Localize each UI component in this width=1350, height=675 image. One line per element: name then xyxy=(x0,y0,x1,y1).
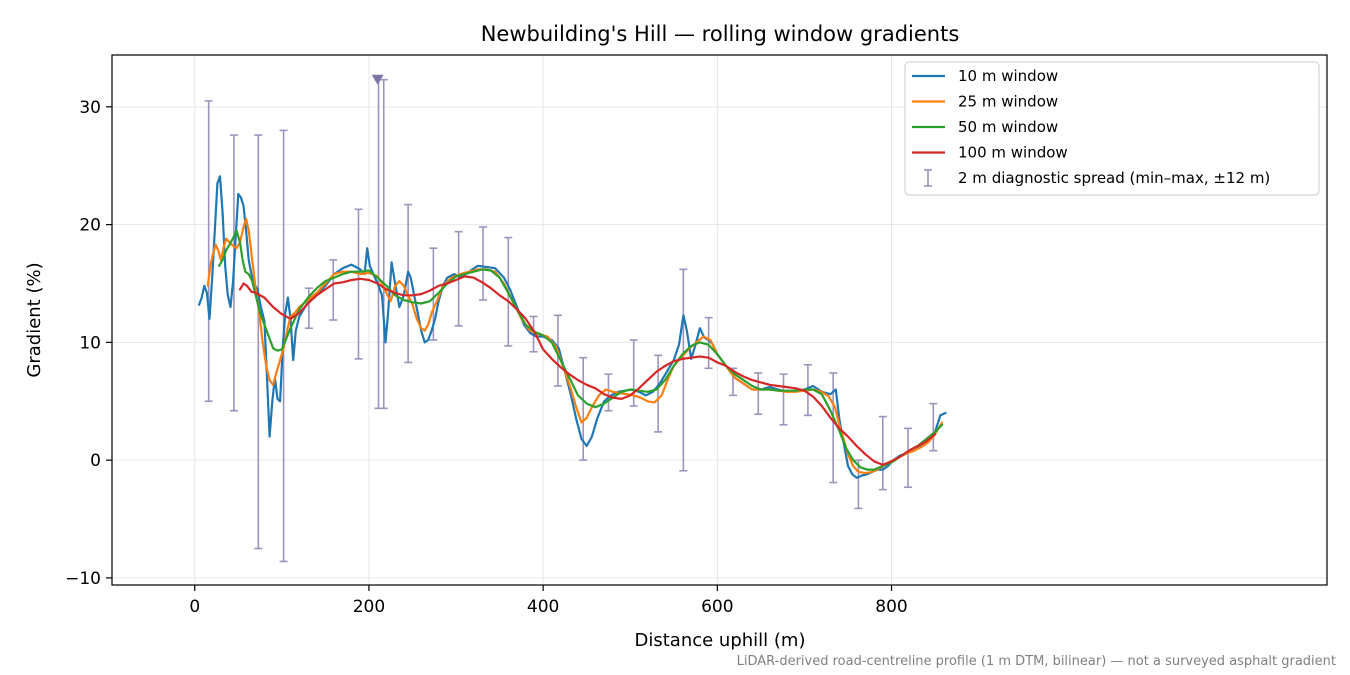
legend-label: 100 m window xyxy=(958,144,1068,162)
footnote: LiDAR-derived road-centreline profile (1… xyxy=(737,654,1336,669)
y-tick-label: −10 xyxy=(65,569,101,589)
legend-entry: 2 m diagnostic spread (min–max, ±12 m) xyxy=(924,169,1270,187)
legend-label: 50 m window xyxy=(958,118,1058,136)
clipped-range-marker xyxy=(371,74,384,85)
chart-title: Newbuilding's Hill — rolling window grad… xyxy=(481,22,960,46)
diagnostic-errorbar xyxy=(854,459,863,510)
legend-label: 10 m window xyxy=(958,67,1058,85)
legend-entry: 25 m window xyxy=(912,93,1058,111)
diagnostic-errorbar xyxy=(904,427,913,489)
legend-label: 25 m window xyxy=(958,93,1058,111)
legend-entry: 10 m window xyxy=(912,67,1058,85)
diagnostic-errorbar xyxy=(304,287,313,330)
x-tick-label: 0 xyxy=(189,597,200,617)
diagnostic-errorbar xyxy=(604,373,613,412)
y-tick-label: 0 xyxy=(90,451,101,471)
x-axis: 0 200 400 600 800 xyxy=(189,585,908,617)
diagnostic-errorbar xyxy=(929,402,938,452)
legend-box xyxy=(904,61,1320,196)
x-axis-label: Distance uphill (m) xyxy=(635,630,806,651)
plot-frame xyxy=(111,54,1328,586)
diagnostic-errorbar xyxy=(254,134,263,550)
legend-entry: 100 m window xyxy=(912,144,1068,162)
diagnostic-errorbar xyxy=(204,100,213,403)
legend: 10 m window 25 m window 50 m window 100 m w… xyxy=(904,61,1320,196)
diagnostic-errorbar xyxy=(479,226,488,301)
series-lines xyxy=(198,175,947,479)
diagnostic-errorbar xyxy=(329,259,338,321)
diagnostic-errorbar xyxy=(404,203,413,364)
diagnostic-errorbar xyxy=(878,415,887,491)
x-tick-label: 600 xyxy=(701,597,733,617)
diagnostic-errorbar xyxy=(354,208,363,360)
diagnostic-errorbar xyxy=(679,268,688,472)
y-tick-label: 10 xyxy=(79,333,101,353)
y-axis: −10 0 10 20 30 xyxy=(65,98,112,589)
diagnostic-errorbar xyxy=(754,372,763,416)
y-axis-label: Gradient (%) xyxy=(24,262,45,377)
x-tick-label: 200 xyxy=(353,597,385,617)
legend-label: 2 m diagnostic spread (min–max, ±12 m) xyxy=(958,169,1270,187)
y-tick-label: 20 xyxy=(79,216,101,236)
diagnostic-errorbar xyxy=(704,316,713,370)
clipped-markers xyxy=(371,74,384,85)
legend-entry: 50 m window xyxy=(912,118,1058,136)
series-line xyxy=(238,275,937,466)
x-tick-label: 800 xyxy=(875,597,907,617)
x-tick-label: 400 xyxy=(527,597,559,617)
diagnostic-errorbar xyxy=(654,354,663,433)
diagnostic-errorbar xyxy=(779,373,788,426)
y-tick-label: 30 xyxy=(79,98,101,118)
diagnostic-errorbar xyxy=(379,78,388,410)
